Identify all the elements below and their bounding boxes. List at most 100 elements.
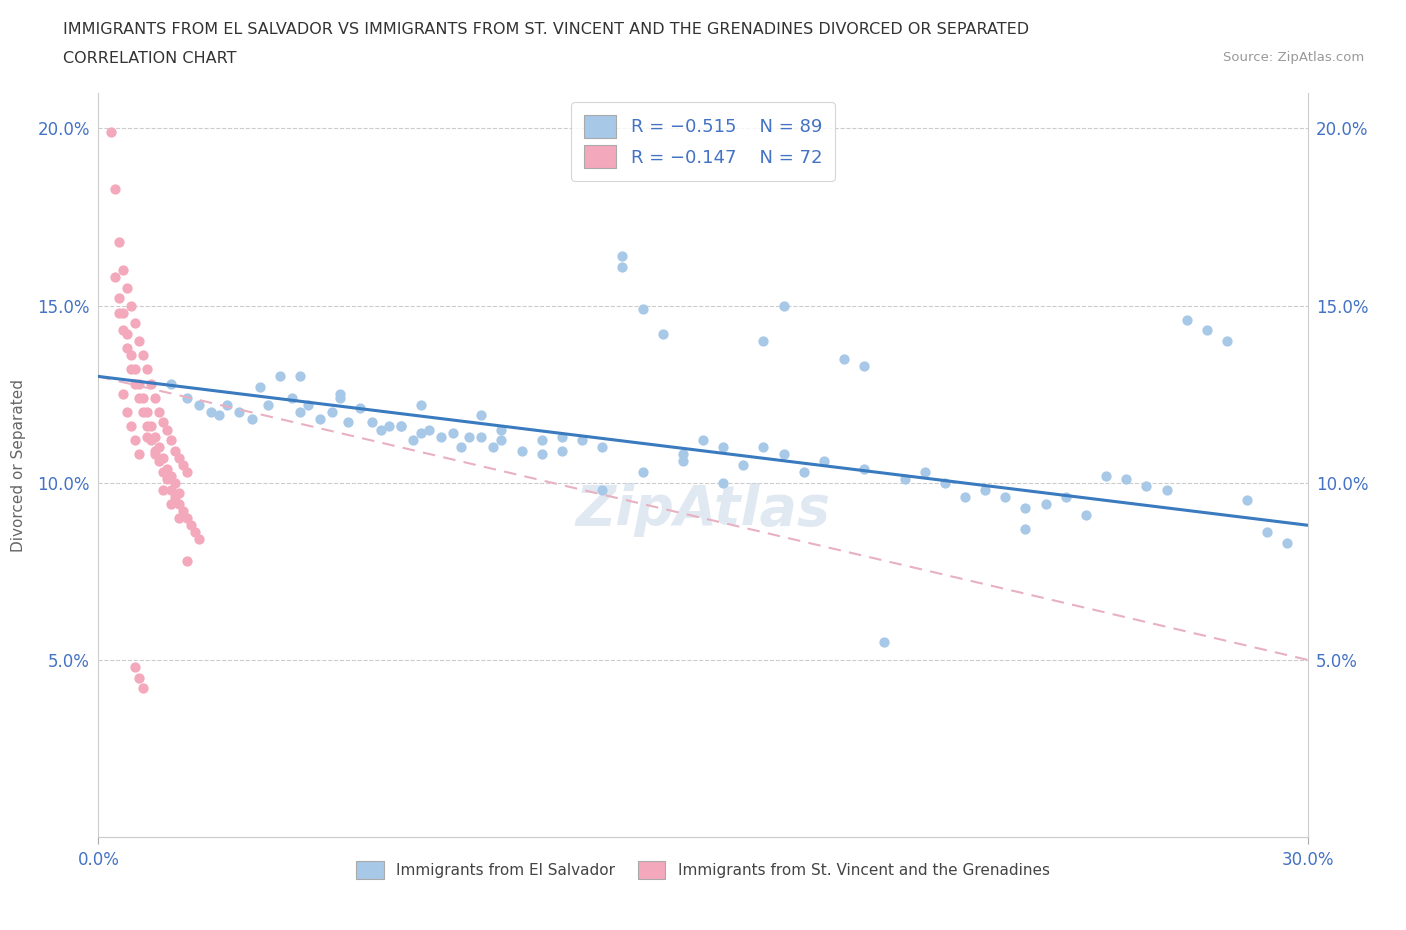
Point [1014, 500, 1036, 515]
Point [1074, 507, 1097, 522]
Point [132, 681, 155, 696]
Point [1115, 472, 1137, 486]
Point [934, 475, 956, 490]
Point [994, 489, 1017, 504]
Point [370, 422, 392, 437]
Point [591, 440, 613, 455]
Point [228, 405, 250, 419]
Text: CORRELATION CHART: CORRELATION CHART [63, 51, 236, 66]
Point [111, 262, 134, 277]
Point [551, 444, 574, 458]
Point [612, 259, 634, 274]
Point [349, 401, 371, 416]
Point [329, 387, 352, 402]
Point [160, 468, 183, 483]
Point [672, 447, 695, 462]
Point [1175, 312, 1198, 327]
Point [631, 465, 654, 480]
Point [1156, 483, 1178, 498]
Point [1095, 468, 1118, 483]
Point [402, 432, 425, 447]
Point [873, 634, 896, 649]
Point [132, 405, 155, 419]
Point [217, 397, 239, 412]
Point [1135, 479, 1157, 494]
Point [813, 454, 835, 469]
Point [180, 518, 202, 533]
Point [1216, 334, 1239, 349]
Point [176, 511, 198, 525]
Point [772, 447, 794, 462]
Point [450, 440, 472, 455]
Point [914, 465, 936, 480]
Point [152, 450, 174, 465]
Point [1236, 493, 1258, 508]
Point [143, 447, 166, 462]
Point [491, 422, 513, 437]
Point [111, 387, 134, 402]
Point [152, 465, 174, 480]
Point [132, 348, 155, 363]
Point [148, 440, 170, 455]
Point [337, 415, 360, 430]
Point [530, 432, 553, 447]
Point [120, 362, 142, 377]
Point [167, 511, 190, 525]
Point [139, 432, 162, 447]
Point [409, 426, 432, 441]
Legend: Immigrants from El Salvador, Immigrants from St. Vincent and the Grenadines: Immigrants from El Salvador, Immigrants … [350, 856, 1056, 885]
Point [491, 432, 513, 447]
Point [160, 483, 183, 498]
Point [1035, 497, 1057, 512]
Point [269, 369, 291, 384]
Point [458, 430, 481, 445]
Point [188, 532, 211, 547]
Point [772, 299, 794, 313]
Point [139, 376, 162, 391]
Y-axis label: Divorced or Separated: Divorced or Separated [11, 379, 27, 551]
Point [115, 281, 138, 296]
Point [631, 301, 654, 316]
Point [115, 340, 138, 355]
Point [176, 465, 198, 480]
Point [139, 418, 162, 433]
Point [651, 326, 673, 341]
Point [974, 483, 997, 498]
Point [148, 405, 170, 419]
Point [240, 411, 263, 426]
Point [172, 458, 194, 472]
Point [107, 234, 129, 249]
Point [672, 454, 695, 469]
Point [297, 397, 319, 412]
Point [551, 430, 574, 445]
Point [893, 472, 915, 486]
Point [120, 299, 142, 313]
Point [470, 408, 492, 423]
Text: IMMIGRANTS FROM EL SALVADOR VS IMMIGRANTS FROM ST. VINCENT AND THE GRENADINES DI: IMMIGRANTS FROM EL SALVADOR VS IMMIGRANT… [63, 22, 1029, 37]
Point [1054, 489, 1077, 504]
Point [793, 465, 815, 480]
Point [571, 432, 593, 447]
Point [132, 391, 155, 405]
Point [752, 440, 775, 455]
Point [163, 489, 186, 504]
Point [103, 270, 125, 285]
Point [120, 348, 142, 363]
Point [853, 358, 876, 373]
Point [389, 418, 412, 433]
Point [143, 444, 166, 458]
Point [156, 461, 179, 476]
Point [832, 352, 855, 366]
Point [309, 411, 332, 426]
Point [953, 489, 976, 504]
Point [163, 444, 186, 458]
Text: ZipAtlas: ZipAtlas [575, 483, 831, 537]
Point [128, 334, 150, 349]
Point [124, 316, 146, 331]
Point [470, 430, 492, 445]
Point [288, 405, 311, 419]
Point [107, 305, 129, 320]
Point [156, 472, 179, 486]
Point [853, 461, 876, 476]
Point [128, 447, 150, 462]
